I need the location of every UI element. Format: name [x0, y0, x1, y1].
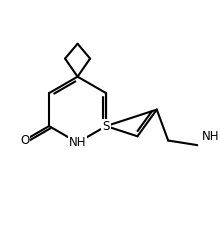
Text: O: O — [20, 134, 29, 147]
Text: S: S — [103, 120, 110, 133]
Text: NH: NH — [69, 136, 86, 149]
Text: NH: NH — [202, 130, 220, 143]
